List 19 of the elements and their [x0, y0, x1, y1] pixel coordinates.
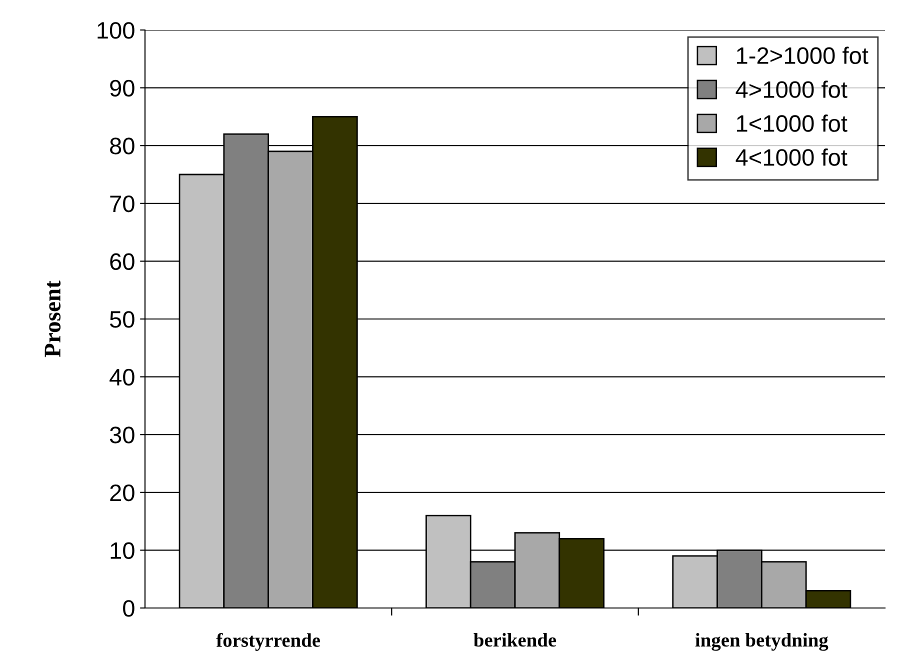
y-tick-label: 70: [110, 195, 134, 212]
y-tick-label: 30: [110, 426, 134, 444]
legend-label: 4<1000 fot: [736, 148, 848, 166]
y-tick-label: 20: [110, 484, 134, 502]
legend-label: 4>1000 fot: [736, 80, 848, 98]
y-tick-label: 100: [98, 22, 134, 39]
y-tick-label: 60: [110, 253, 134, 270]
y-axis-title: Prosent: [44, 280, 61, 358]
y-tick-label: 0: [123, 600, 134, 617]
y-tick-label: 50: [110, 311, 134, 328]
y-tick-label: 40: [110, 368, 134, 386]
x-tick-label: berikende: [474, 633, 556, 647]
y-tick-label: 80: [110, 138, 134, 154]
y-tick-label: 90: [110, 80, 134, 97]
x-tick-label: ingen betydning: [695, 633, 828, 651]
legend-label: 1<1000 fot: [737, 114, 848, 132]
y-tick-label: 10: [110, 542, 134, 559]
legend-label: 1-2>1000 fot: [737, 46, 868, 64]
x-tick-label: forstyrrende: [216, 633, 320, 651]
